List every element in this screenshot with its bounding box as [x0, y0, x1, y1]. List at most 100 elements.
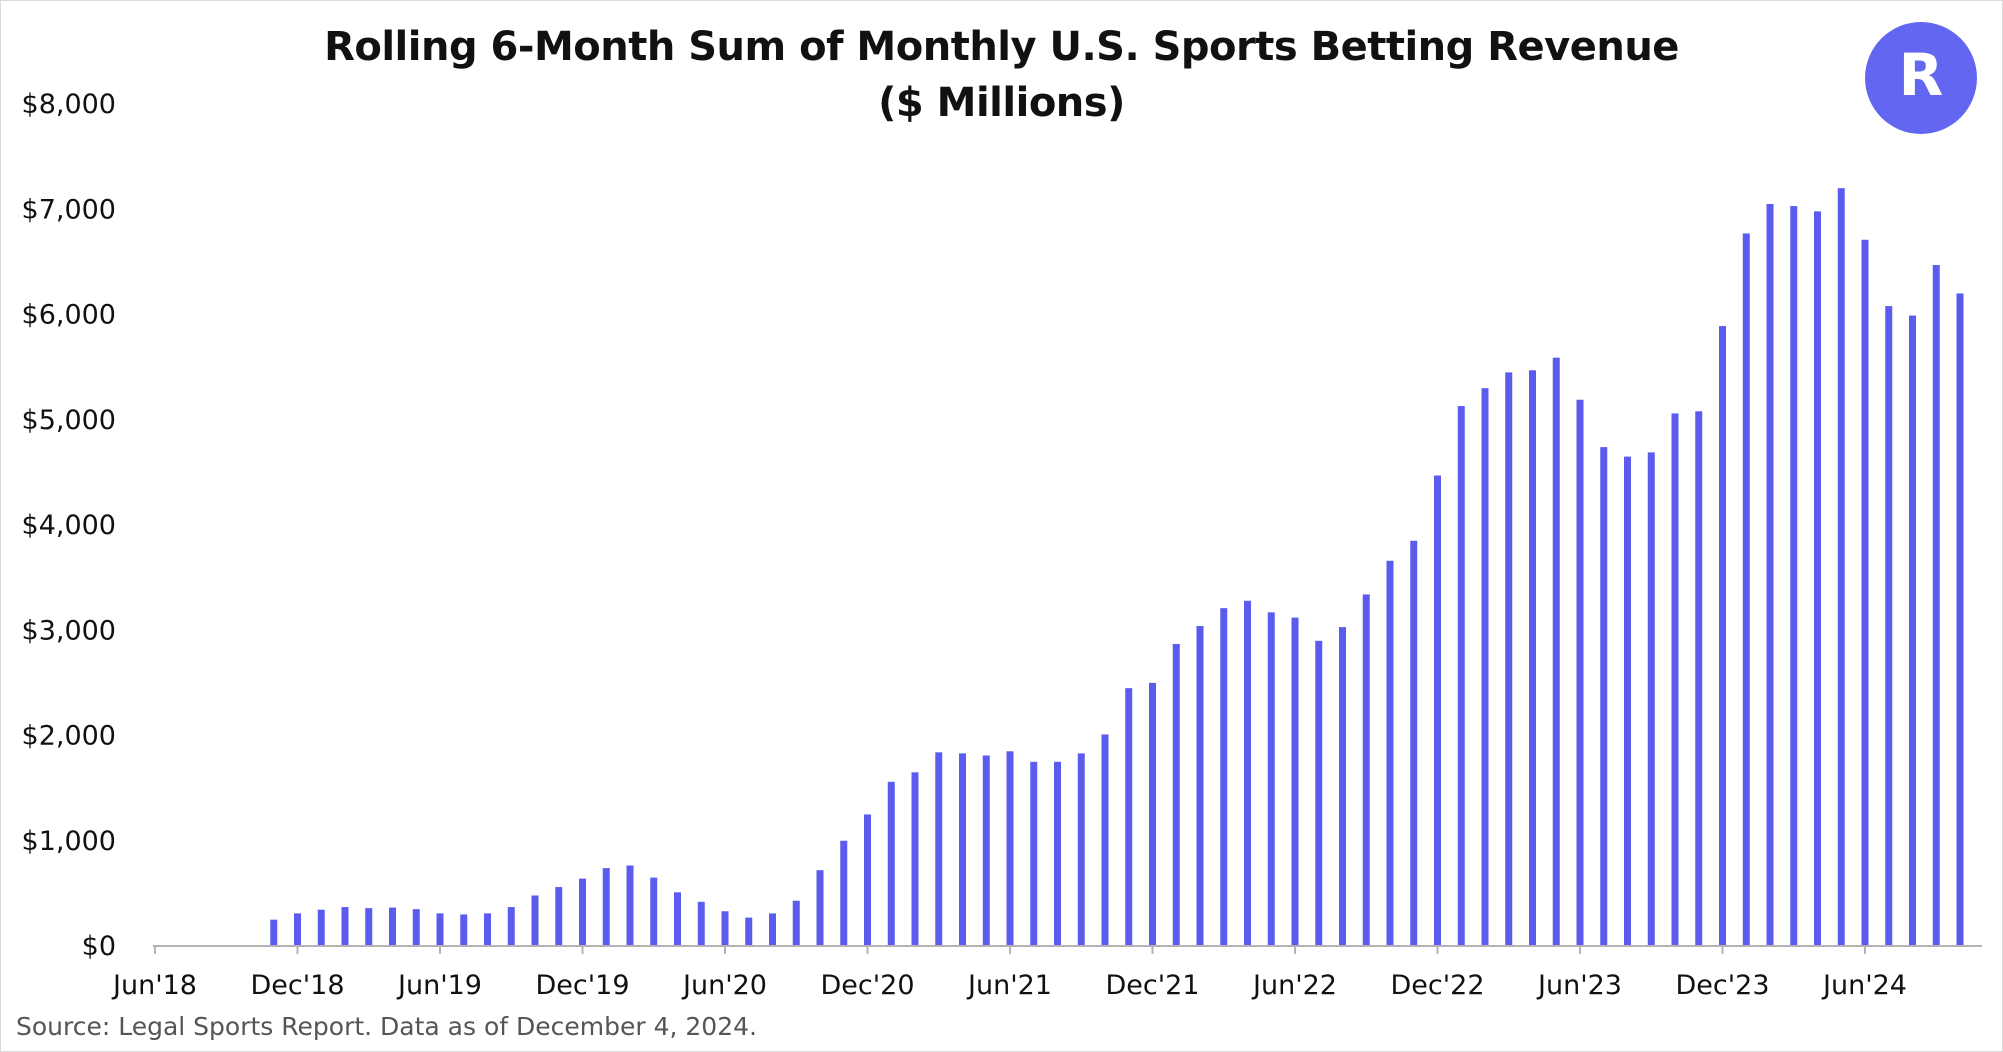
x-tick-label: Jun'19 — [396, 970, 482, 1000]
bar — [579, 878, 586, 946]
bar — [507, 907, 515, 946]
x-tick-label: Dec'19 — [535, 970, 629, 1000]
chart-subtitle: ($ Millions) — [878, 80, 1125, 126]
y-tick-label: $2,000 — [22, 721, 116, 752]
bar — [1600, 447, 1608, 946]
y-tick-label: $7,000 — [22, 194, 116, 225]
bar — [1125, 688, 1133, 946]
bar — [1671, 413, 1679, 946]
bar — [1196, 626, 1204, 946]
x-tick-label: Dec'20 — [820, 970, 914, 1000]
y-tick-label: $1,000 — [22, 826, 116, 857]
bar — [531, 895, 539, 946]
bar-chart: $0 $1,000 $2,000 $3,000 $4,000 $5,000 $6,000 $7… — [22, 89, 1982, 1000]
bar — [1410, 540, 1418, 946]
bar — [341, 907, 349, 946]
bar — [1624, 456, 1631, 946]
bar — [911, 772, 919, 946]
bar — [1861, 239, 1869, 946]
bar — [555, 887, 563, 946]
bar — [1457, 406, 1465, 946]
bar — [1339, 627, 1346, 946]
x-tick-label: Jun'23 — [1536, 970, 1622, 1000]
bar — [365, 908, 373, 946]
bar — [626, 865, 634, 946]
bar — [864, 814, 871, 946]
bar — [1529, 370, 1536, 946]
bar — [270, 919, 278, 946]
brand-logo-icon: R — [1865, 22, 1977, 134]
bar — [792, 900, 800, 946]
x-tick-label: Dec'18 — [250, 970, 344, 1000]
bar — [1481, 388, 1489, 946]
x-tick-label: Jun'24 — [1821, 970, 1907, 1000]
bar — [389, 907, 396, 946]
bar — [1932, 265, 1940, 946]
bar — [1315, 640, 1323, 946]
bar — [317, 909, 325, 946]
bar — [650, 877, 658, 946]
bar — [412, 909, 420, 946]
bar — [697, 901, 705, 946]
bar — [1149, 682, 1156, 947]
x-tick-label: Jun'20 — [681, 970, 767, 1000]
y-tick-label: $6,000 — [22, 300, 116, 331]
bar — [1054, 761, 1061, 946]
bar — [935, 752, 943, 946]
bar — [816, 870, 824, 946]
x-tick-label: Dec'22 — [1390, 970, 1484, 1000]
y-tick-label: $3,000 — [22, 615, 116, 646]
bar — [1077, 753, 1085, 946]
bar — [1172, 643, 1180, 946]
x-tick-label: Jun'22 — [1251, 970, 1337, 1000]
y-axis: $0 $1,000 $2,000 $3,000 $4,000 $5,000 $6,000 $7… — [22, 89, 116, 962]
bar — [1814, 211, 1821, 947]
bar — [1220, 608, 1228, 946]
x-axis: Jun'18 Dec'18 Jun'19 Dec'19 Jun'20 Dec'20 Jun'… — [111, 946, 1907, 1000]
bar — [460, 914, 468, 946]
x-tick-label: Jun'18 — [111, 970, 197, 1000]
bar — [840, 840, 848, 946]
y-tick-label: $0 — [82, 931, 116, 962]
bar — [1742, 233, 1750, 946]
bar — [1956, 293, 1964, 946]
bar — [1291, 617, 1299, 946]
x-tick-label: Dec'21 — [1105, 970, 1199, 1000]
bar — [1030, 761, 1038, 946]
bar — [1006, 751, 1014, 946]
x-tick-label: Jun'21 — [966, 970, 1052, 1000]
bar — [1552, 357, 1560, 946]
bar — [1386, 560, 1394, 946]
bar — [1576, 399, 1584, 946]
logo-letter: R — [1898, 41, 1944, 109]
y-tick-label: $4,000 — [22, 510, 116, 541]
bar — [887, 781, 895, 946]
bar — [1719, 326, 1726, 947]
bar — [1362, 594, 1370, 946]
bar — [602, 868, 610, 946]
bar — [1505, 372, 1513, 946]
bar-series — [270, 188, 1964, 947]
source-note: Source: Legal Sports Report. Data as of … — [16, 1012, 757, 1041]
bar — [1695, 411, 1703, 947]
y-tick-label: $5,000 — [22, 405, 116, 436]
bar — [721, 911, 729, 946]
bar — [745, 917, 753, 946]
bar — [1837, 188, 1845, 946]
bar — [982, 755, 990, 946]
bar — [294, 913, 301, 946]
bar — [484, 913, 491, 946]
bar — [1244, 600, 1251, 946]
bar — [1434, 475, 1441, 946]
bar — [1766, 203, 1774, 947]
bar — [1790, 206, 1798, 947]
bar — [436, 913, 444, 946]
chart-title: Rolling 6-Month Sum of Monthly U.S. Spor… — [324, 24, 1679, 70]
bar — [1885, 306, 1893, 947]
bar — [674, 892, 681, 946]
bar — [769, 913, 776, 946]
bar — [1101, 734, 1109, 946]
bar — [1647, 452, 1655, 946]
bar — [1909, 315, 1916, 946]
